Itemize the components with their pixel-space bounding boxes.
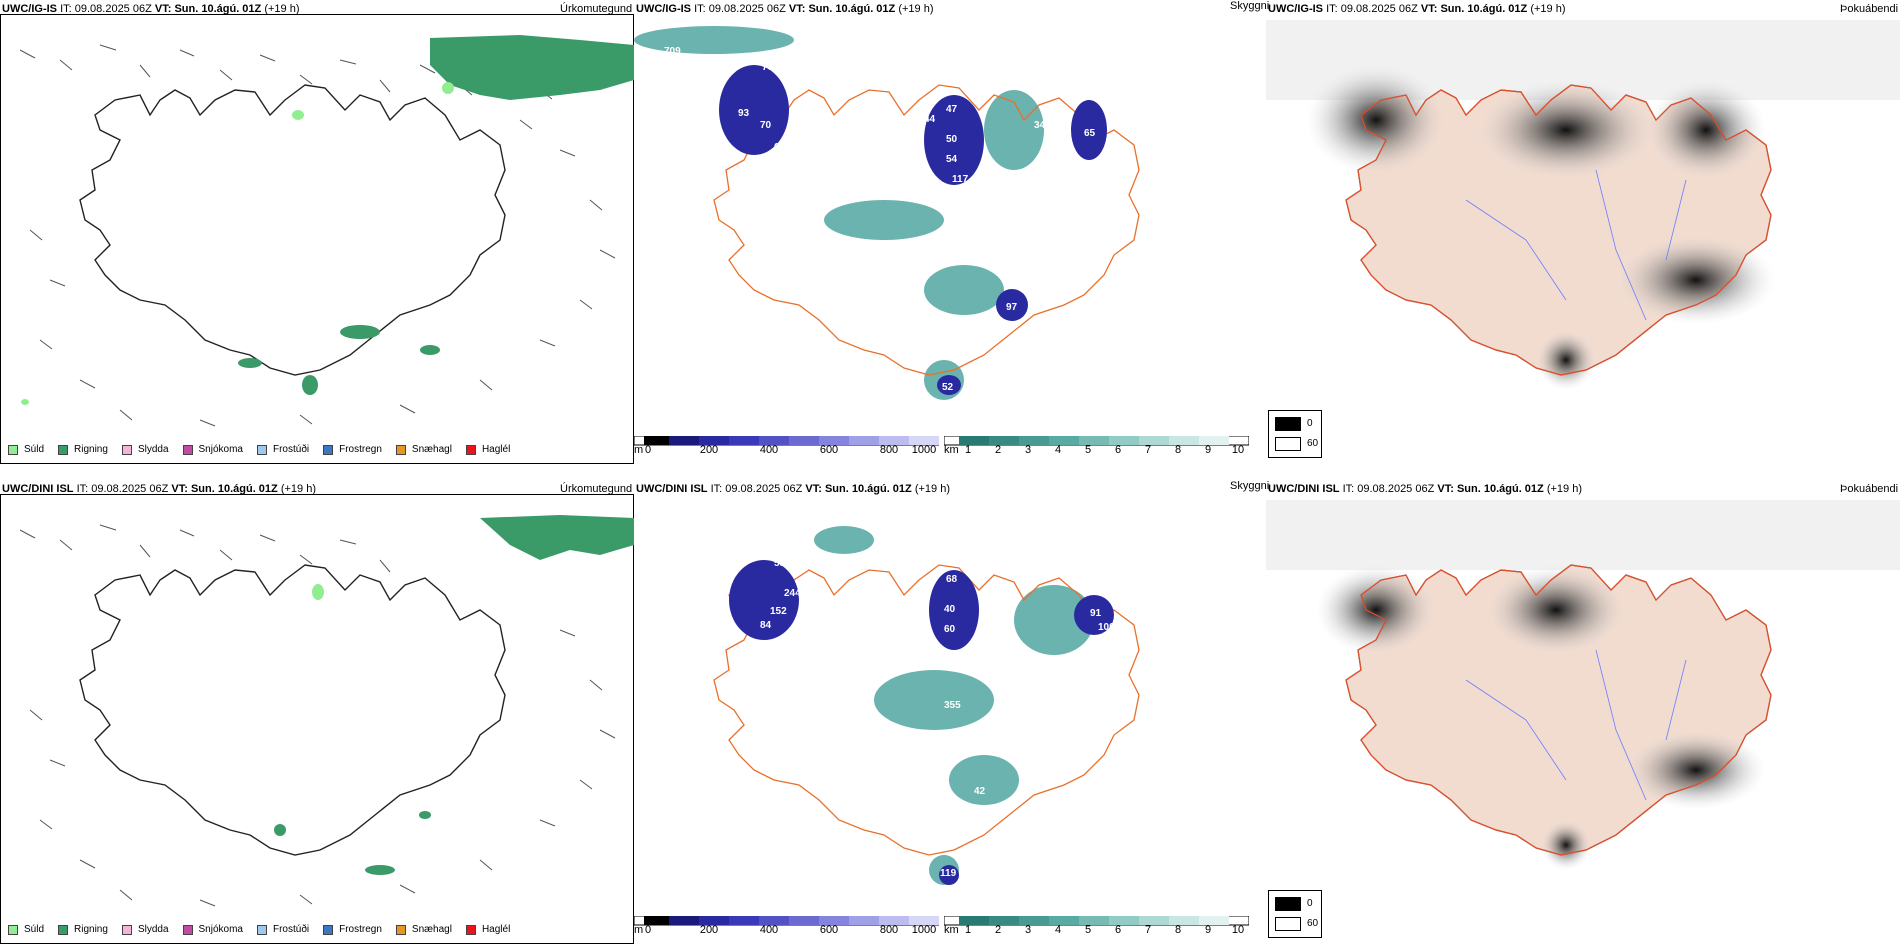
vis-value-label: 97 xyxy=(1006,302,1018,313)
precip-type-map xyxy=(19,35,634,427)
panel-variable-label: Þokuábendi xyxy=(1840,3,1899,15)
rivers xyxy=(1465,649,1687,801)
precip-type-panel-top: UWC/IG-IS IT: 09.08.2025 06Z VT: Sun. 10… xyxy=(0,0,635,470)
drizzle-areas xyxy=(312,584,324,600)
vis-value-label: 93 xyxy=(738,108,750,119)
vis-value-label: 389 xyxy=(1039,90,1056,101)
fog-key: 0 60 xyxy=(1268,890,1322,938)
fog-indicator-panel-bottom: UWC/DINI ISL IT: 09.08.2025 06Z VT: Sun.… xyxy=(1266,480,1900,950)
fog-key: 0 60 xyxy=(1268,410,1322,458)
rain-areas xyxy=(238,35,634,395)
panel-title: UWC/DINI ISL IT: 09.08.2025 06Z VT: Sun.… xyxy=(2,483,316,495)
visibility-map: 55 244 152 84 68 40 60 91 100 355 42 119 xyxy=(713,526,1140,885)
precip-type-map xyxy=(19,515,634,907)
vis-value-label: 70 xyxy=(760,120,772,131)
visibility-value-labels: 55 244 152 84 68 40 60 91 100 355 42 119 xyxy=(760,558,1115,879)
vis-value-label: 47 xyxy=(946,104,958,115)
vis-value-label: 68 xyxy=(946,574,958,585)
vis-value-label: 709 xyxy=(664,46,681,57)
visibility-panel-top: UWC/IG-IS IT: 09.08.2025 06Z VT: Sun. 10… xyxy=(634,0,1274,470)
visibility-map: 709 70 63 93 70 68 70 102 44 47 50 54 11… xyxy=(634,26,1140,403)
colorbar-kilometers: km 1 2 3 4 5 6 7 8 9 10 xyxy=(944,916,1249,946)
fog-dark-areas xyxy=(1316,565,1766,870)
vis-value-label: 70 xyxy=(762,62,774,73)
vis-value-label: 68 xyxy=(774,142,786,153)
panel-title: UWC/DINI ISL IT: 09.08.2025 06Z VT: Sun.… xyxy=(1268,483,1582,495)
vis-value-label: 60 xyxy=(944,624,956,635)
vis-value-label: 119 xyxy=(940,868,957,879)
precip-type-legend: Súld Rigning Slydda Snjókoma Frostúði Fr… xyxy=(8,924,524,935)
fog-dark-areas xyxy=(1306,65,1776,390)
map-frame xyxy=(0,14,634,464)
vis-value-label: 42 xyxy=(974,786,986,797)
panel-title: UWC/IG-IS IT: 09.08.2025 06Z VT: Sun. 10… xyxy=(2,3,300,15)
vis-value-label: 340 xyxy=(1034,120,1051,131)
vis-value-label: 54 xyxy=(946,154,958,165)
wind-barbs xyxy=(19,524,616,907)
panel-variable-label: Úrkomutegund xyxy=(560,3,633,15)
vis-value-label: 84 xyxy=(760,620,772,631)
rain-areas xyxy=(274,515,634,875)
vis-value-label: 55 xyxy=(774,558,786,569)
visibility-panel-bottom: UWC/DINI ISL IT: 09.08.2025 06Z VT: Sun.… xyxy=(634,480,1274,950)
fog-indicator-panel-top: UWC/IG-IS IT: 09.08.2025 06Z VT: Sun. 10… xyxy=(1266,0,1900,470)
vis-value-label: 40 xyxy=(944,604,956,615)
panel-variable-label: Úrkomutegund xyxy=(560,483,633,495)
panel-title: UWC/IG-IS IT: 09.08.2025 06Z VT: Sun. 10… xyxy=(636,3,934,15)
panel-title: UWC/DINI ISL IT: 09.08.2025 06Z VT: Sun.… xyxy=(636,483,950,495)
vis-value-label: 52 xyxy=(914,392,926,403)
vis-value-label: 117 xyxy=(952,174,969,185)
panel-variable-label: Skyggni xyxy=(1230,0,1270,12)
panel-variable-label: Skyggni xyxy=(1230,480,1270,492)
map-frame xyxy=(0,494,634,944)
colorbar-meters: m 0 200 400 600 800 1000 xyxy=(634,436,939,466)
fog-map xyxy=(1266,20,1900,390)
vis-value-label: 34 xyxy=(1044,218,1056,229)
drizzle-areas xyxy=(21,82,454,405)
visibility-low-areas xyxy=(729,560,1114,885)
colorbar-meters: m 0 200 400 600 800 1000 xyxy=(634,916,939,946)
panel-title: UWC/IG-IS IT: 09.08.2025 06Z VT: Sun. 10… xyxy=(1268,3,1566,15)
vis-value-label: 152 xyxy=(770,606,787,617)
vis-value-label: 55 xyxy=(1052,164,1064,175)
vis-value-label: 91 xyxy=(1090,608,1102,619)
vis-value-label: 52 xyxy=(942,382,954,393)
rivers xyxy=(1465,169,1687,321)
vis-value-label: 65 xyxy=(1084,128,1096,139)
precip-type-legend: Súld Rigning Slydda Snjókoma Frostúði Fr… xyxy=(8,444,524,455)
vis-value-label: 102 xyxy=(804,162,821,173)
vis-value-label: 70 xyxy=(664,138,676,149)
vis-value-label: 100 xyxy=(1098,622,1115,633)
fog-map xyxy=(1266,500,1900,870)
vis-value-label: 63 xyxy=(784,82,796,93)
precip-type-panel-bottom: UWC/DINI ISL IT: 09.08.2025 06Z VT: Sun.… xyxy=(0,480,635,950)
colorbar-kilometers: km 1 2 3 4 5 6 7 8 9 10 xyxy=(944,436,1249,466)
panel-variable-label: Þokuábendi xyxy=(1840,483,1899,495)
vis-value-label: 355 xyxy=(944,700,961,711)
vis-value-label: 244 xyxy=(784,588,801,599)
vis-value-label: 54 xyxy=(984,200,996,211)
visibility-value-labels: 709 70 63 93 70 68 70 102 44 47 50 54 11… xyxy=(664,46,1109,403)
vis-value-label: 108 xyxy=(1092,158,1109,169)
vis-value-label: 50 xyxy=(946,134,958,145)
vis-value-label: 44 xyxy=(924,114,936,125)
visibility-teal-areas xyxy=(634,26,1044,400)
visibility-low-areas xyxy=(719,65,1107,395)
